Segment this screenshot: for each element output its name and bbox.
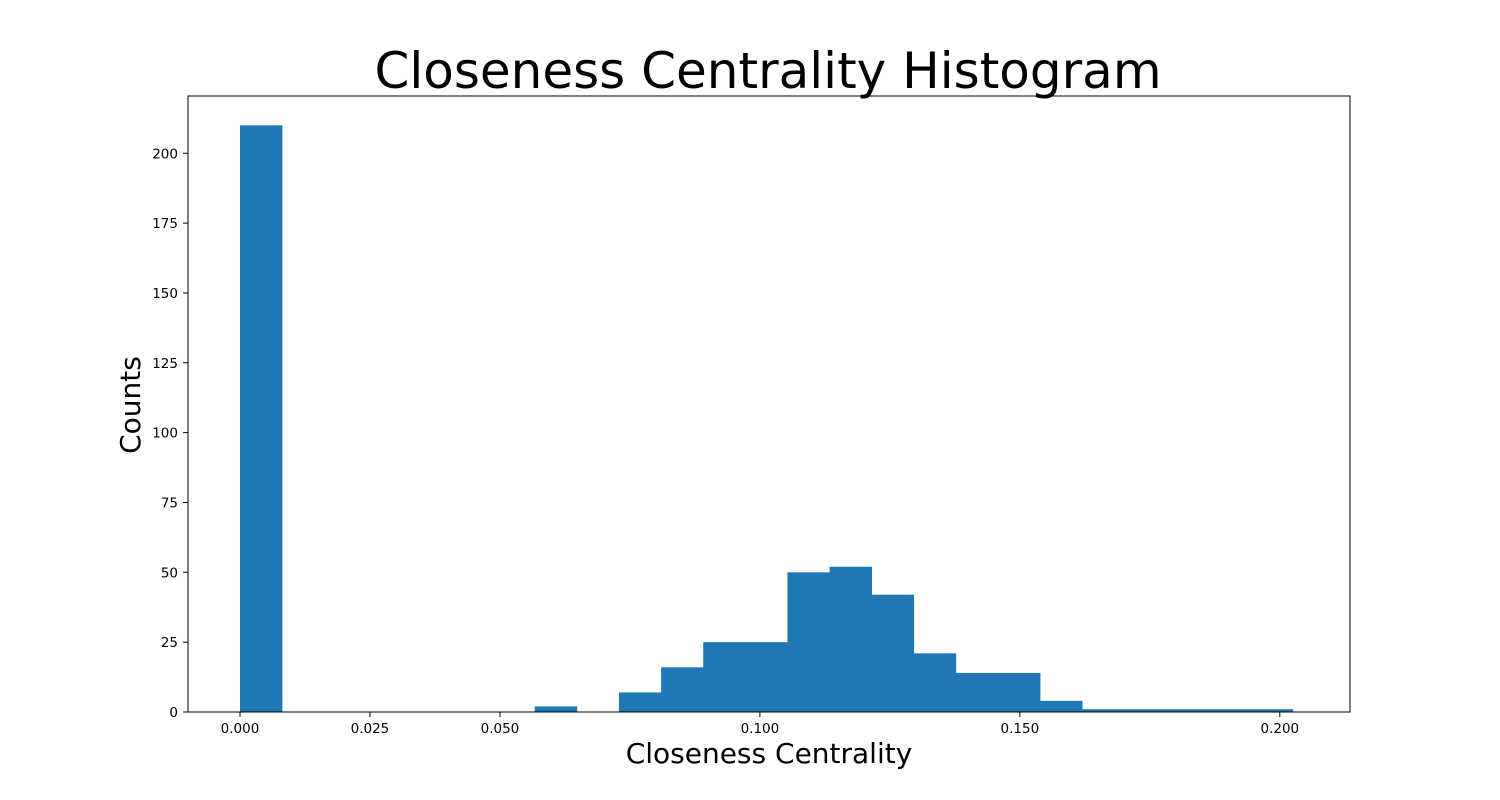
x-tick-label: 0.100 [741, 721, 780, 737]
plot-frame [187, 95, 1351, 713]
x-tick-label: 0.050 [481, 721, 520, 737]
histogram-bar [1166, 709, 1209, 712]
y-tick-label: 200 [152, 146, 178, 162]
x-tick-label: 0.000 [221, 721, 260, 737]
y-tick-label: 25 [161, 635, 178, 651]
x-axis-ticks: 0.000 0.025 0.050 0.100 0.150 0.200 [221, 712, 1299, 737]
y-tick-label: 0 [169, 705, 178, 721]
y-tick-label: 75 [161, 495, 178, 511]
histogram-bar [787, 572, 830, 712]
histogram-bar [239, 125, 283, 713]
histogram-bar [998, 672, 1041, 712]
y-axis-ticks: 0 25 50 75 100 125 150 175 200 [152, 146, 188, 721]
y-axis-label: Counts [114, 356, 147, 454]
histogram-bar [871, 594, 915, 712]
histogram-bar [1082, 709, 1125, 712]
histogram-bar [1250, 709, 1294, 712]
x-axis-label: Closeness Centrality [626, 737, 913, 770]
histogram-bar [913, 653, 957, 712]
histogram-bar [1208, 709, 1251, 712]
histogram-bar [534, 706, 578, 712]
y-tick-label: 150 [152, 286, 178, 302]
histogram-bar [703, 642, 746, 712]
histogram-bar [829, 566, 872, 712]
y-tick-label: 125 [152, 356, 178, 372]
x-tick-label: 0.025 [351, 721, 390, 737]
histogram-bar [1124, 709, 1167, 712]
y-tick-label: 50 [161, 565, 178, 581]
x-tick-label: 0.200 [1260, 721, 1299, 737]
histogram-bar [661, 667, 704, 712]
y-tick-label: 175 [152, 216, 178, 232]
histogram-bar [1040, 700, 1083, 712]
x-tick-label: 0.150 [1001, 721, 1040, 737]
histogram-bar [745, 642, 788, 712]
histogram-bar [619, 692, 662, 712]
histogram-bar [955, 672, 999, 712]
chart-title: Closeness Centrality Histogram [374, 42, 1161, 100]
y-tick-label: 100 [152, 426, 178, 442]
bars-group [239, 125, 1294, 713]
